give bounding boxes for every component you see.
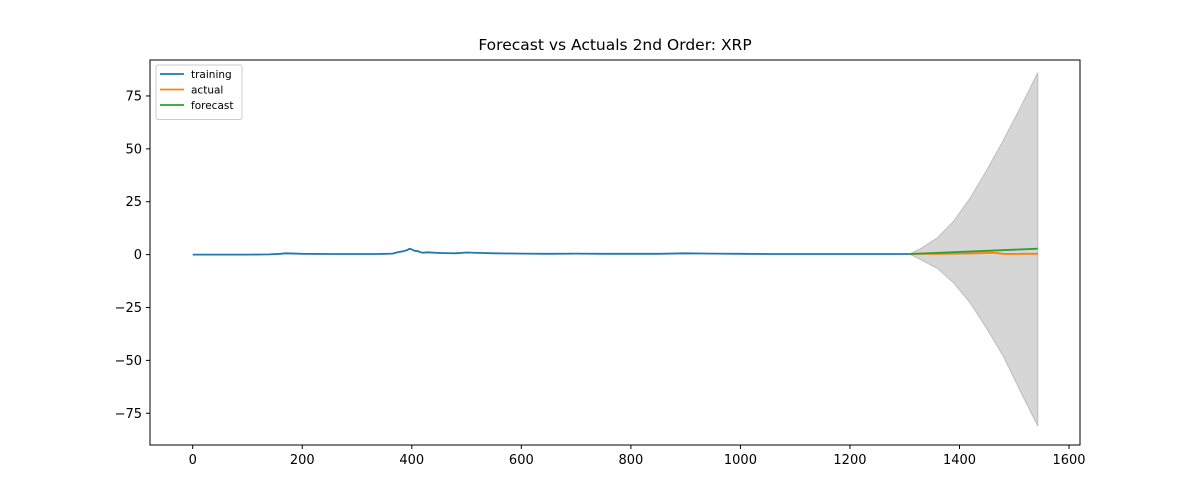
chart-title: Forecast vs Actuals 2nd Order: XRP xyxy=(478,36,751,54)
y-tick-label: 50 xyxy=(125,142,142,157)
x-tick-label: 1600 xyxy=(1052,453,1085,468)
x-tick-label: 1400 xyxy=(943,453,976,468)
series-layer xyxy=(192,247,1038,256)
y-tick-label: −75 xyxy=(115,407,142,422)
y-tick-label: −25 xyxy=(115,301,142,316)
y-tick-label: 0 xyxy=(134,248,142,263)
legend-label: actual xyxy=(191,84,223,96)
legend-entry-forecast: forecast xyxy=(160,100,233,112)
x-tick-label: 400 xyxy=(399,453,424,468)
legend-entry-training: training xyxy=(160,69,232,81)
series-line-forecast xyxy=(909,247,1038,255)
y-tick-label: 25 xyxy=(125,195,142,210)
x-tick-label: 0 xyxy=(189,453,197,468)
x-tick-label: 200 xyxy=(290,453,315,468)
x-tick-label: 1200 xyxy=(833,453,866,468)
legend-entry-actual: actual xyxy=(160,84,223,96)
x-axis-ticks: 0 200 400 600 800 1000 1200 1400 1600 xyxy=(189,445,1086,468)
y-axis-ticks: −75 −50 −25 0 25 50 75 xyxy=(115,89,150,422)
x-tick-label: 1000 xyxy=(724,453,757,468)
series-line-training xyxy=(192,247,910,256)
legend-items: training actual forecast xyxy=(160,69,233,112)
plot-area-frame xyxy=(149,59,1081,446)
y-tick-label: −50 xyxy=(115,354,142,369)
x-tick-label: 800 xyxy=(618,453,643,468)
legend: training actual forecast xyxy=(155,64,243,120)
legend-label: forecast xyxy=(191,100,233,112)
x-tick-label: 600 xyxy=(509,453,534,468)
legend-label: training xyxy=(191,69,232,81)
y-tick-label: 75 xyxy=(125,89,142,104)
